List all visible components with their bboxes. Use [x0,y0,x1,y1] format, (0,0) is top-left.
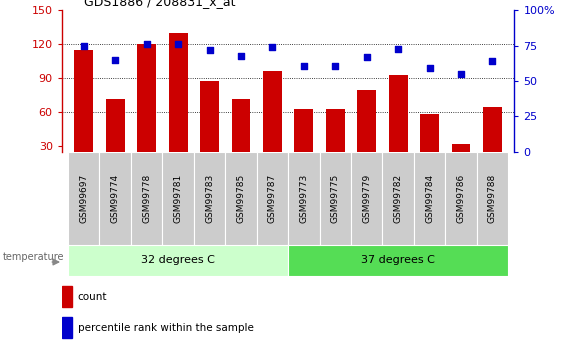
Point [236,53,246,58]
Bar [483,107,502,180]
Point [79,43,88,48]
Point [205,47,214,53]
Text: temperature: temperature [3,253,65,262]
Point [362,54,372,60]
Bar [225,152,257,245]
Bar [68,152,99,245]
Point [111,57,120,63]
Text: GSM99781: GSM99781 [173,174,183,223]
Point [142,41,151,47]
Bar [169,33,188,180]
Bar [389,75,407,180]
Bar [232,99,250,180]
Bar [74,50,93,180]
Text: GSM99773: GSM99773 [299,174,308,223]
Bar [99,152,131,245]
Bar [382,152,414,245]
Point [330,63,340,68]
Text: 37 degrees C: 37 degrees C [361,256,435,265]
Text: GSM99774: GSM99774 [111,174,120,223]
Bar [288,245,508,276]
Bar [68,245,288,276]
Text: 32 degrees C: 32 degrees C [141,256,215,265]
Bar [137,44,156,180]
Text: percentile rank within the sample: percentile rank within the sample [78,323,253,333]
Text: count: count [78,292,107,302]
Text: GSM99785: GSM99785 [236,174,245,223]
Bar [162,152,194,245]
Point [268,45,277,50]
Bar [358,90,376,180]
Point [299,63,309,68]
Point [173,41,183,47]
Point [456,71,466,77]
Bar [351,152,382,245]
Text: GSM99697: GSM99697 [79,174,88,223]
Bar [295,109,313,180]
Bar [288,152,319,245]
Text: GSM99788: GSM99788 [488,174,497,223]
Text: GSM99784: GSM99784 [425,174,434,223]
Bar [420,115,439,180]
Bar [257,152,288,245]
Bar [414,152,445,245]
Bar [106,99,125,180]
Bar [319,152,351,245]
Text: GSM99783: GSM99783 [205,174,214,223]
Text: GSM99782: GSM99782 [393,174,403,223]
Text: GSM99775: GSM99775 [331,174,340,223]
Point [425,66,435,71]
Bar [200,80,219,180]
Bar [326,109,345,180]
Bar [452,144,470,180]
Text: GSM99779: GSM99779 [362,174,371,223]
Text: GSM99778: GSM99778 [142,174,151,223]
Bar [194,152,225,245]
Bar [477,152,508,245]
Bar [131,152,162,245]
Text: GDS1886 / 208831_x_at: GDS1886 / 208831_x_at [84,0,236,8]
Text: GSM99787: GSM99787 [268,174,277,223]
Bar [62,317,72,338]
Point [488,59,497,64]
Point [393,46,403,51]
Bar [62,286,72,307]
Bar [263,71,282,180]
Bar [445,152,477,245]
Text: GSM99786: GSM99786 [456,174,466,223]
